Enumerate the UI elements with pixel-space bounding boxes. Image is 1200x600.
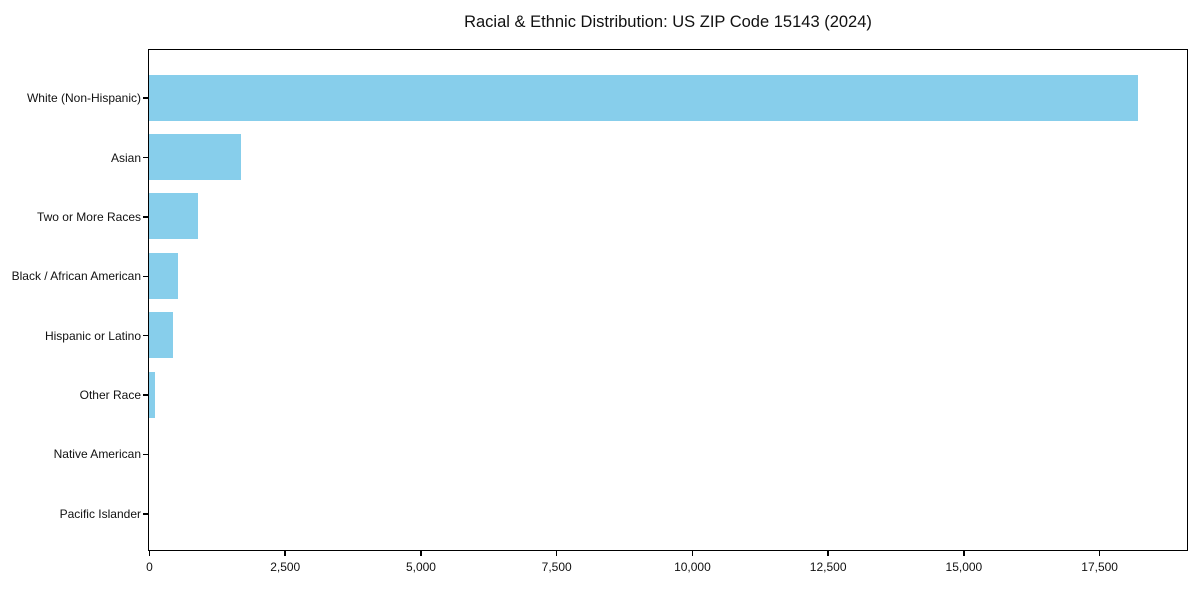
category-label: Native American — [53, 447, 141, 462]
x-tick — [148, 551, 151, 556]
y-tick — [143, 97, 148, 99]
plot-area — [148, 49, 1188, 551]
y-tick — [143, 334, 148, 337]
y-tick — [143, 275, 148, 278]
category-label: Other Race — [79, 388, 141, 403]
y-tick — [143, 394, 148, 396]
bar — [149, 134, 242, 181]
chart-title: Racial & Ethnic Distribution: US ZIP Cod… — [464, 13, 872, 31]
x-tick — [1098, 551, 1101, 556]
x-tick — [691, 551, 694, 556]
x-tick — [555, 551, 558, 556]
x-tick — [420, 551, 422, 556]
category-label: Pacific Islander — [59, 506, 141, 521]
y-tick — [143, 156, 148, 159]
category-label: Hispanic or Latino — [44, 328, 141, 343]
x-tick-label: 2,500 — [270, 560, 301, 574]
x-tick-label: 0 — [146, 560, 153, 574]
x-tick — [963, 551, 965, 556]
category-label: Two or More Races — [36, 209, 141, 224]
x-tick — [827, 551, 829, 556]
x-tick-label: 7,500 — [541, 560, 572, 574]
x-tick-label: 15,000 — [945, 560, 983, 574]
bar — [149, 371, 156, 418]
category-label: Asian — [110, 150, 141, 165]
x-tick — [284, 551, 286, 556]
x-tick-label: 5,000 — [405, 560, 436, 574]
category-label: Black / African American — [11, 269, 141, 284]
category-label: White (Non-Hispanic) — [26, 91, 141, 106]
x-tick-label: 17,500 — [1081, 560, 1118, 574]
x-tick-label: 12,500 — [809, 560, 847, 574]
x-tick-label: 10,000 — [674, 560, 711, 574]
bar — [149, 74, 1139, 121]
bar — [149, 193, 198, 240]
y-tick — [143, 453, 148, 456]
bar — [149, 312, 173, 359]
y-tick — [143, 216, 148, 218]
bar — [149, 252, 178, 299]
y-tick — [143, 513, 148, 515]
